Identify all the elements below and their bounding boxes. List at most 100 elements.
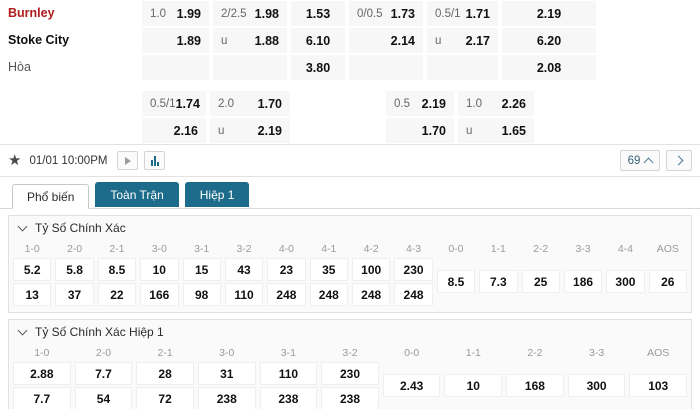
match-toolbar: ★ 01/01 10:00PM 69 (0, 144, 700, 177)
market-tabs: Phổ biến Toàn Trận Hiệp 1 (0, 177, 700, 209)
odds-cell[interactable]: u 2.17 (427, 28, 498, 53)
score-odds-cell[interactable]: 110 (259, 362, 318, 385)
bar-chart-icon[interactable] (144, 151, 166, 170)
score-odds-cell[interactable]: 7.7 (13, 387, 71, 409)
market-panels: Tỷ Số Chính Xác 1-0 5.2 13 2-0 5.8 37 2-1 8.5 22 3… (0, 209, 700, 409)
odds-cell[interactable]: 2.08 (502, 55, 596, 80)
score-odds-cell[interactable]: 72 (136, 387, 194, 409)
score-odds-cell[interactable]: 238 (321, 387, 379, 409)
odds-cell[interactable]: 1.0 2.26 (458, 91, 534, 116)
next-button[interactable] (666, 150, 692, 171)
score-odds-cell[interactable]: 10 (140, 258, 179, 281)
odds-cell[interactable]: 1.89 (142, 28, 209, 53)
star-icon[interactable]: ★ (8, 152, 22, 169)
odds-cell[interactable]: 2/2.5 1.98 (213, 1, 287, 26)
score-odds-cell[interactable]: 7.7 (74, 362, 133, 385)
score-odds-cell[interactable]: 300 (567, 374, 626, 397)
score-odds-cell[interactable]: 230 (321, 362, 379, 385)
score-odds-cell[interactable]: 7.3 (479, 270, 518, 293)
odds-cell[interactable]: 2.16 (142, 118, 206, 143)
play-icon[interactable] (117, 151, 139, 170)
odds-price: 1.70 (421, 123, 446, 138)
market-count-button[interactable]: 69 (620, 150, 660, 171)
score-odds-cell[interactable]: 54 (74, 387, 133, 409)
score-odds-cell[interactable]: 10 (444, 374, 503, 397)
score-odds-cell[interactable]: 100 (352, 258, 391, 281)
odds-cell[interactable]: 0/0.5 1.73 (349, 1, 423, 26)
away-team-name[interactable]: Stoke City (8, 33, 70, 47)
odds-cell[interactable]: 0.5 2.19 (386, 91, 454, 116)
score-odds-cell[interactable]: 2.43 (382, 374, 441, 397)
odds-market-column: 2.0 1.70 u 2.19 (208, 90, 292, 144)
score-odds-cell[interactable]: 186 (563, 270, 603, 293)
market-columns: 1.0 1.99 1.89 2/2.5 1.98 u 1.88 1.53 6.10 3.80 0/0… (140, 0, 700, 81)
score-column-header: 3-0 (151, 242, 167, 255)
odds-cell[interactable]: 1.0 1.99 (142, 1, 209, 26)
score-odds-cell[interactable]: 248 (267, 283, 306, 306)
score-column: 2-0 5.8 37 (53, 240, 95, 307)
score-column-header: 3-1 (280, 346, 296, 359)
tab-0[interactable]: Phổ biến (12, 184, 90, 209)
score-odds-cell[interactable]: 2.88 (13, 362, 71, 385)
score-odds-cell[interactable]: 103 (629, 374, 688, 397)
score-odds-cell[interactable]: 110 (224, 283, 264, 306)
score-odds-cell[interactable]: 28 (136, 362, 194, 385)
odds-cell[interactable]: 0.5/1 1.71 (427, 1, 498, 26)
odds-market-column: 0.5 2.19 1.70 (384, 90, 456, 144)
odds-cell[interactable]: u 1.65 (458, 118, 534, 143)
score-odds-cell[interactable]: 37 (55, 283, 94, 306)
score-column: 0-0 2.43 (381, 344, 443, 409)
score-odds-cell[interactable]: 238 (259, 387, 318, 409)
market-columns-secondary: 0.5/1 1.74 2.16 2.0 1.70 u 2.19 0.5 2.19 1.70 1.0 2… (140, 90, 700, 144)
score-odds-cell[interactable]: 8.5 (97, 258, 137, 281)
score-odds-cell[interactable]: 22 (97, 283, 137, 306)
odds-cell[interactable]: 2.14 (349, 28, 423, 53)
score-odds-cell[interactable]: 5.2 (13, 258, 52, 281)
score-odds-cell[interactable]: 15 (182, 258, 221, 281)
odds-price: 1.99 (176, 6, 201, 21)
score-odds-cell[interactable]: 248 (309, 283, 348, 306)
score-column-header: 2-2 (533, 242, 549, 255)
score-odds-cell[interactable]: 25 (521, 270, 560, 293)
panel-header[interactable]: Tỷ Số Chính Xác Hiệp 1 (9, 320, 691, 344)
score-column: AOS 26 (647, 240, 689, 307)
score-odds-cell[interactable]: 31 (197, 362, 256, 385)
odds-handicap: 0.5/1 (435, 7, 461, 20)
odds-cell[interactable]: 0.5/1 1.74 (142, 91, 206, 116)
odds-cell[interactable]: 1.70 (386, 118, 454, 143)
score-odds-cell[interactable]: 238 (197, 387, 256, 409)
score-odds-cell[interactable]: 168 (506, 374, 564, 397)
odds-cell[interactable]: 6.20 (502, 28, 596, 53)
score-column: 0-0 8.5 (435, 240, 477, 307)
panel-header[interactable]: Tỷ Số Chính Xác (9, 216, 691, 240)
chevron-up-icon (643, 157, 654, 167)
score-odds-cell[interactable]: 166 (140, 283, 179, 306)
home-team-name[interactable]: Burnley (8, 6, 55, 20)
score-odds-cell[interactable]: 26 (648, 270, 687, 293)
score-odds-cell[interactable]: 230 (394, 258, 433, 281)
score-odds-cell[interactable]: 98 (182, 283, 221, 306)
odds-cell[interactable]: 3.80 (291, 55, 345, 80)
odds-handicap: u (466, 124, 473, 137)
match-kickoff-time: 01/01 10:00PM (29, 154, 108, 167)
tab-1[interactable]: Toàn Trận (95, 182, 179, 207)
score-odds-cell[interactable]: 5.8 (55, 258, 94, 281)
odds-cell-spacer (538, 91, 632, 116)
odds-cell[interactable]: u 2.19 (210, 118, 290, 143)
panel-title: Tỷ Số Chính Xác (35, 221, 126, 235)
score-odds-cell[interactable]: 13 (13, 283, 52, 306)
score-odds-cell[interactable]: 23 (267, 258, 306, 281)
score-odds-cell[interactable]: 43 (224, 258, 264, 281)
odds-cell[interactable]: 2.0 1.70 (210, 91, 290, 116)
score-odds-cell[interactable]: 248 (394, 283, 433, 306)
score-odds-cell[interactable]: 35 (309, 258, 348, 281)
tab-2[interactable]: Hiệp 1 (184, 182, 250, 207)
score-odds-cell[interactable]: 300 (606, 270, 645, 293)
odds-cell[interactable]: 1.53 (291, 1, 345, 26)
odds-cell[interactable]: 6.10 (291, 28, 345, 53)
odds-cell[interactable]: u 1.88 (213, 28, 287, 53)
score-column-header: 1-1 (465, 346, 481, 359)
score-odds-cell[interactable]: 8.5 (436, 270, 476, 293)
score-odds-cell[interactable]: 248 (352, 283, 391, 306)
odds-cell[interactable]: 2.19 (502, 1, 596, 26)
